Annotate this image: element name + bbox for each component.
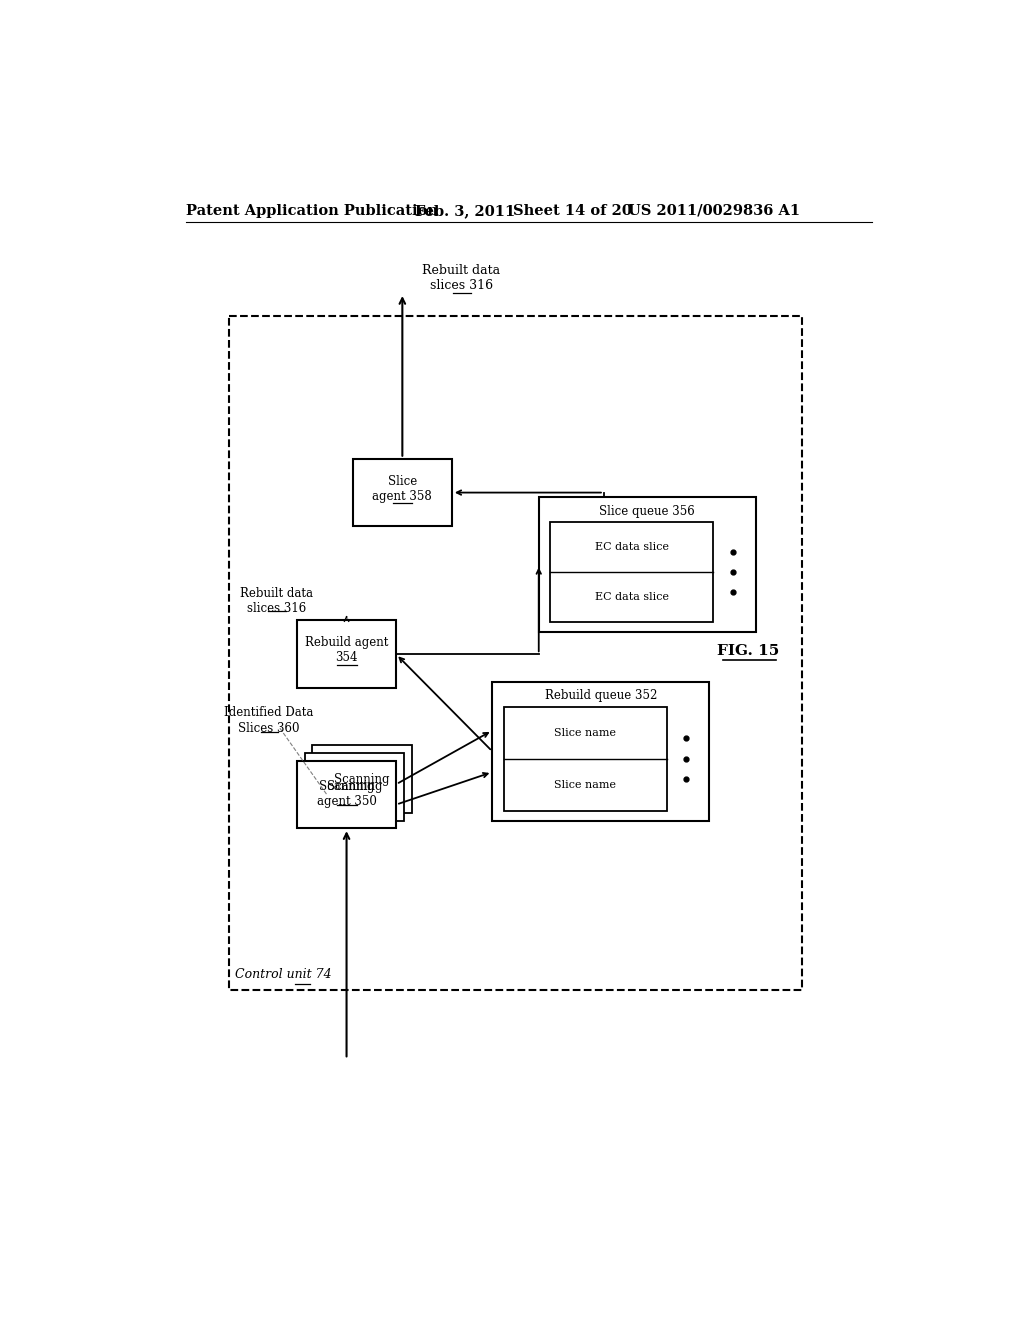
Bar bbox=[352, 459, 452, 527]
Text: Slice name: Slice name bbox=[554, 727, 616, 738]
Text: FIG. 15: FIG. 15 bbox=[717, 644, 779, 659]
Bar bbox=[228, 317, 802, 990]
Text: Scanning: Scanning bbox=[334, 772, 390, 785]
Text: Slice name: Slice name bbox=[554, 780, 616, 789]
Text: Patent Application Publication: Patent Application Publication bbox=[186, 203, 438, 218]
Bar bbox=[305, 752, 403, 821]
Text: Identified Data
Slices 360: Identified Data Slices 360 bbox=[224, 706, 313, 734]
Text: Slice
agent 358: Slice agent 358 bbox=[373, 475, 432, 503]
Text: US 2011/0029836 A1: US 2011/0029836 A1 bbox=[628, 203, 800, 218]
Text: EC data slice: EC data slice bbox=[595, 591, 669, 602]
Text: Sheet 14 of 20: Sheet 14 of 20 bbox=[513, 203, 632, 218]
Text: Feb. 3, 2011: Feb. 3, 2011 bbox=[415, 203, 515, 218]
Text: Rebuilt data
slices 316: Rebuilt data slices 316 bbox=[422, 264, 501, 292]
Text: Rebuilt data
slices 316: Rebuilt data slices 316 bbox=[241, 587, 313, 615]
Bar bbox=[312, 744, 412, 813]
Text: Scanning
agent 350: Scanning agent 350 bbox=[316, 780, 377, 808]
Bar bbox=[550, 521, 713, 622]
Bar bbox=[539, 498, 756, 632]
Text: Rebuild queue 352: Rebuild queue 352 bbox=[545, 689, 657, 702]
Text: EC data slice: EC data slice bbox=[595, 543, 669, 552]
Text: Scanning: Scanning bbox=[327, 780, 382, 793]
Text: Rebuild agent
354: Rebuild agent 354 bbox=[305, 636, 388, 664]
Bar bbox=[493, 682, 710, 821]
Bar bbox=[504, 706, 667, 810]
Text: Slice queue 356: Slice queue 356 bbox=[599, 504, 695, 517]
Bar bbox=[297, 760, 396, 829]
Text: Control unit 74: Control unit 74 bbox=[234, 968, 332, 981]
Bar bbox=[297, 620, 396, 688]
